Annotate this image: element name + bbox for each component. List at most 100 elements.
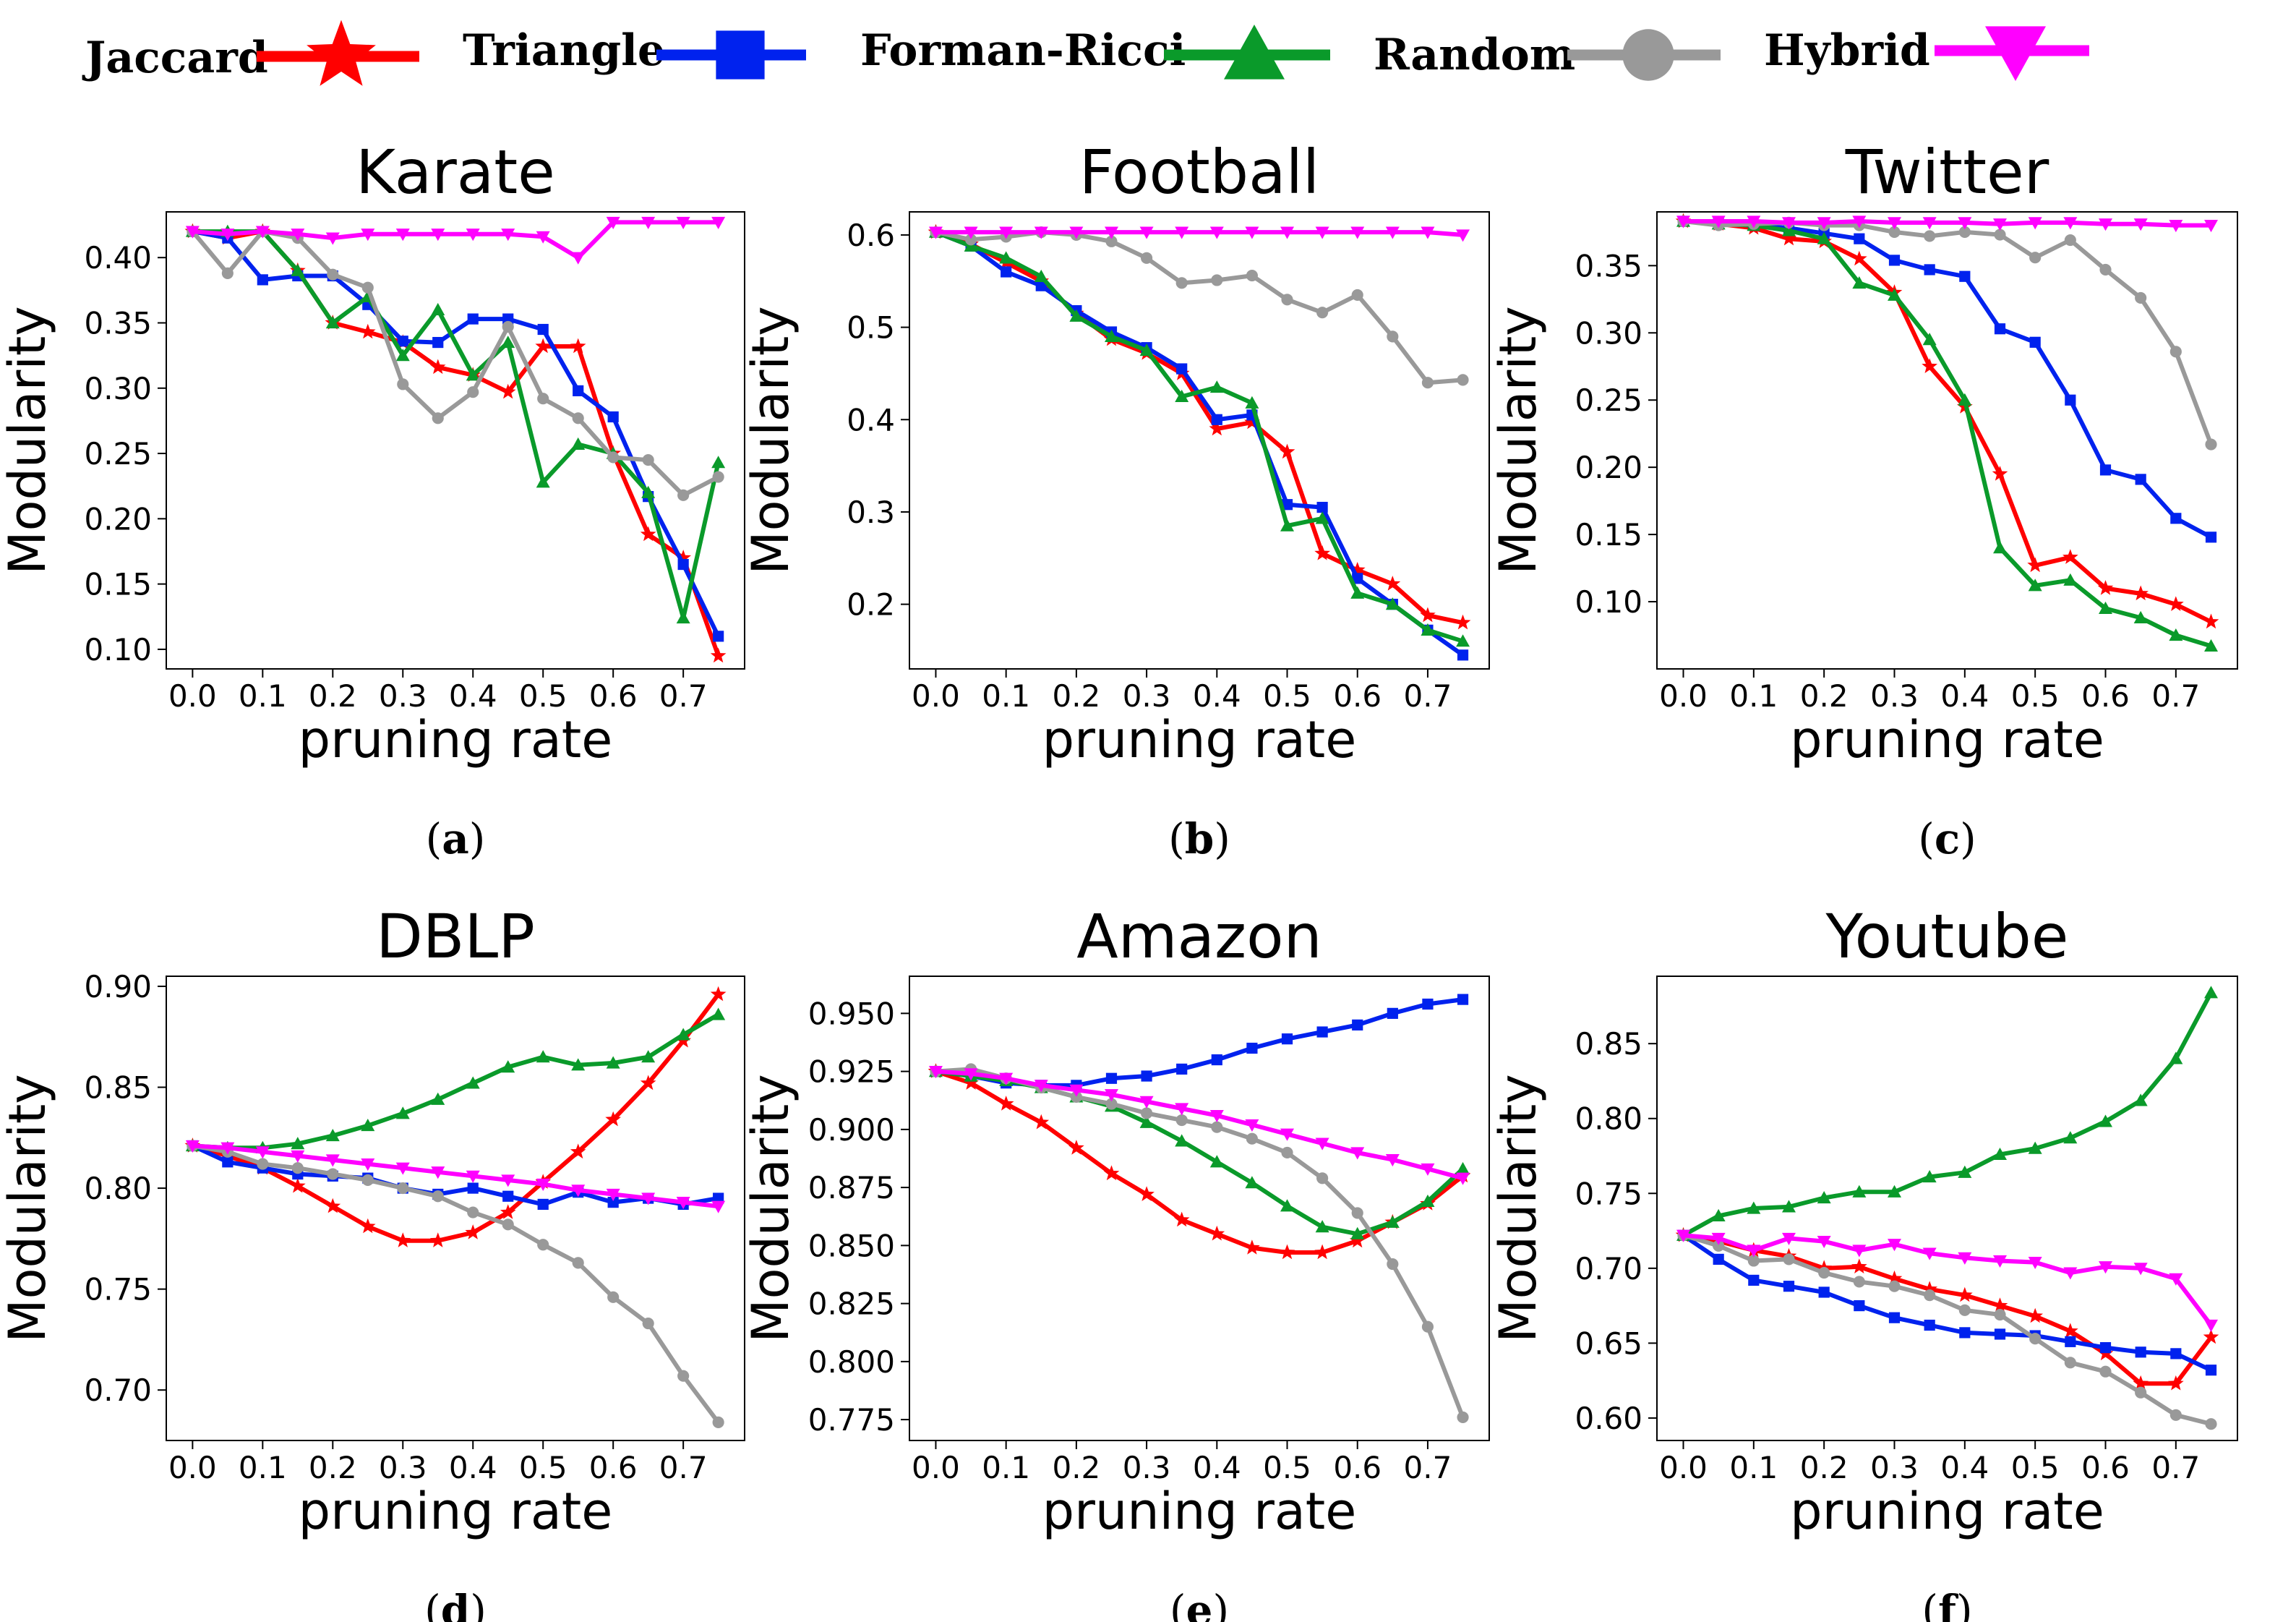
data-point-random (1994, 1308, 2006, 1321)
data-point-random (1175, 1114, 1188, 1127)
data-point-jaccard (325, 1198, 341, 1213)
data-point-hybrid (711, 216, 726, 229)
data-point-forman-ricci (2063, 1131, 2078, 1144)
data-point-forman-ricci (1350, 1226, 1365, 1239)
data-point-random (537, 393, 549, 405)
data-point-jaccard (2062, 1323, 2078, 1338)
data-point-jaccard (1781, 230, 1797, 246)
data-point-forman-ricci (536, 475, 550, 488)
data-point-forman-ricci (1922, 333, 1937, 346)
data-point-triangle (1457, 649, 1469, 661)
data-point-random (432, 1190, 444, 1203)
data-point-forman-ricci (1280, 518, 1295, 532)
data-point-jaccard (2133, 585, 2149, 601)
data-point-triangle (607, 1197, 619, 1208)
data-point-random (1316, 307, 1329, 319)
data-point-random (677, 489, 690, 501)
series-forman-ricci (1676, 214, 2218, 652)
data-point-jaccard (1139, 1186, 1155, 1201)
series-line-random (935, 1067, 1465, 1418)
series-line-random (1683, 219, 2214, 445)
data-point-triangle (1924, 1319, 1935, 1331)
data-point-random (1246, 270, 1258, 282)
data-point-jaccard (500, 1204, 516, 1219)
data-point-forman-ricci (1280, 1199, 1295, 1212)
series-hybrid (185, 216, 726, 265)
y-tick-label: 0.25 (84, 436, 152, 471)
data-point-forman-ricci (1350, 586, 1365, 599)
data-point-triangle (1854, 233, 1865, 244)
data-point-jaccard (465, 1224, 481, 1239)
data-point-random (2169, 1409, 2182, 1421)
data-point-jaccard (290, 1177, 306, 1193)
data-point-forman-ricci (1993, 1147, 2007, 1161)
data-point-random (257, 1158, 269, 1170)
series-triangle (1677, 1229, 2217, 1376)
data-point-jaccard (640, 526, 656, 542)
series-random (187, 1140, 724, 1428)
data-point-jaccard (359, 323, 376, 339)
x-tick-label: 0.5 (1263, 1450, 1311, 1485)
data-point-forman-ricci (1245, 396, 1259, 409)
y-tick-label: 0.35 (84, 305, 152, 341)
data-point-forman-ricci (2133, 610, 2148, 623)
data-point-hybrid (466, 229, 480, 242)
x-tick-label: 0.3 (1870, 1450, 1919, 1485)
data-point-forman-ricci (2063, 573, 2078, 586)
plot-area-twitter (1656, 211, 2238, 670)
data-point-forman-ricci (1385, 597, 1400, 610)
data-point-jaccard (570, 338, 586, 354)
data-point-jaccard (570, 1143, 586, 1159)
y-tick-label: 0.35 (1575, 248, 1642, 283)
data-point-triangle (1959, 270, 1971, 282)
data-point-hybrid (2063, 1267, 2078, 1280)
x-tick-label: 0.5 (2011, 678, 2060, 714)
data-point-triangle (2170, 513, 2182, 524)
data-point-jaccard (1851, 250, 1867, 266)
data-point-triangle (713, 631, 724, 642)
y-tick-label: 0.900 (808, 1112, 895, 1148)
y-tick-label: 0.20 (84, 501, 152, 537)
data-point-triangle (1422, 998, 1434, 1010)
data-point-random (1747, 1255, 1760, 1267)
data-point-jaccard (1992, 1297, 2008, 1312)
data-point-triangle (1211, 414, 1222, 425)
y-tick-label: 0.20 (1575, 450, 1642, 485)
data-point-forman-ricci (325, 315, 340, 329)
data-point-jaccard (1922, 358, 1937, 373)
data-point-forman-ricci (325, 1129, 340, 1142)
series-line-random (192, 1143, 720, 1424)
data-point-hybrid (928, 1066, 943, 1079)
data-point-forman-ricci (676, 611, 690, 624)
data-point-triangle (257, 274, 268, 286)
series-triangle (187, 226, 724, 642)
data-point-forman-ricci (466, 1076, 480, 1089)
data-point-random (1421, 377, 1434, 389)
panel-caption-letter: e (1186, 1586, 1213, 1622)
data-point-hybrid (1280, 1128, 1295, 1141)
x-tick-label: 0.7 (1404, 678, 1452, 714)
data-point-random (1316, 1172, 1329, 1185)
data-point-random (1818, 1266, 1830, 1279)
data-point-random (1888, 1280, 1901, 1292)
y-axis-label: Modularity (741, 1074, 800, 1342)
data-point-random (1421, 1320, 1434, 1333)
data-point-jaccard (1314, 545, 1330, 560)
data-point-jaccard (1314, 1244, 1330, 1260)
y-tick-label: 0.85 (1575, 1026, 1642, 1062)
panel-caption: (f) (1922, 1586, 1972, 1622)
data-point-hybrid (220, 1142, 235, 1155)
data-point-hybrid (1069, 226, 1084, 239)
data-point-hybrid (1209, 1110, 1224, 1123)
x-tick-label: 0.5 (519, 678, 567, 714)
data-point-forman-ricci (361, 1119, 375, 1132)
data-point-jaccard (1349, 562, 1366, 577)
x-tick-label: 0.3 (1870, 678, 1919, 714)
data-point-random (2169, 346, 2182, 358)
data-point-random (1713, 1239, 1725, 1252)
x-tick-label: 0.5 (1263, 678, 1311, 714)
data-point-forman-ricci (1817, 231, 1831, 244)
series-triangle (1677, 215, 2217, 543)
data-point-forman-ricci (571, 1058, 586, 1071)
y-tick-label: 0.800 (808, 1344, 895, 1380)
